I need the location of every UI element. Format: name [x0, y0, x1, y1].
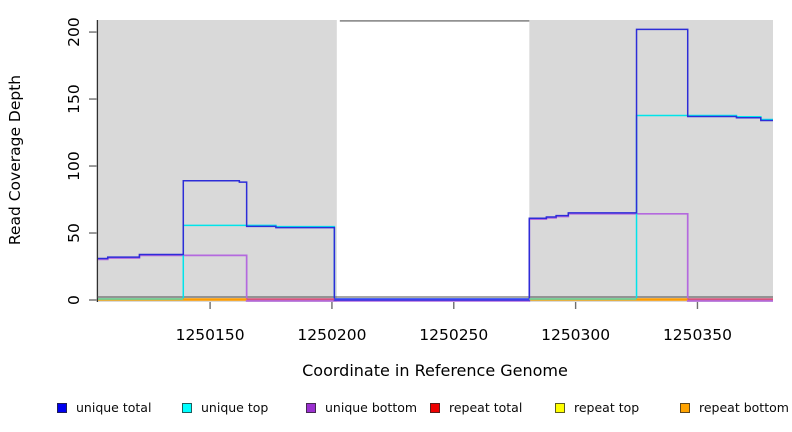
series-line-unique-total [98, 28, 773, 301]
x-tick-label: 1250200 [297, 326, 366, 344]
legend-swatch-unique-bottom [306, 402, 316, 413]
legend-label-repeat-top: repeat top [574, 400, 640, 415]
legend-item-unique-top: unique top [182, 400, 268, 415]
x-tick-label: 1250250 [419, 326, 488, 344]
coverage-plot: 1250150 1250200 1250250 1250300 1250350 0 50 10… [65, 17, 773, 344]
y-tick-label: 50 [65, 223, 83, 243]
y-tick-label: 200 [65, 17, 83, 47]
legend-swatch-unique-total [57, 402, 67, 413]
y-tick-label: 100 [65, 151, 83, 181]
x-tick-label: 1250150 [176, 326, 245, 344]
x-axis-title: Coordinate in Reference Genome [302, 361, 568, 380]
legend-swatch-unique-top [182, 402, 192, 413]
x-tick-label: 1250350 [663, 326, 732, 344]
series-line-unique-bottom [98, 212, 773, 302]
legend-item-unique-bottom: unique bottom [306, 400, 417, 415]
legend: unique total unique top unique bottom repea… [0, 400, 792, 420]
y-tick-label: 0 [65, 295, 83, 305]
legend-label-unique-total: unique total [76, 400, 152, 415]
legend-swatch-repeat-total [430, 402, 440, 413]
y-tick-label: 150 [65, 84, 83, 114]
legend-label-repeat-total: repeat total [449, 400, 523, 415]
legend-item-unique-total: unique total [57, 400, 151, 415]
x-tick-label: 1250300 [541, 326, 610, 344]
legend-label-unique-top: unique top [201, 400, 269, 415]
legend-label-repeat-bottom: repeat bottom [699, 400, 789, 415]
legend-swatch-repeat-top [555, 402, 565, 413]
legend-swatch-repeat-bottom [680, 402, 690, 413]
legend-label-unique-bottom: unique bottom [325, 400, 418, 415]
legend-item-repeat-top: repeat top [555, 400, 639, 415]
legend-item-repeat-bottom: repeat bottom [680, 400, 789, 415]
masked-region [336, 20, 530, 302]
legend-item-repeat-total: repeat total [430, 400, 522, 415]
y-axis-title: Read Coverage Depth [6, 74, 24, 246]
